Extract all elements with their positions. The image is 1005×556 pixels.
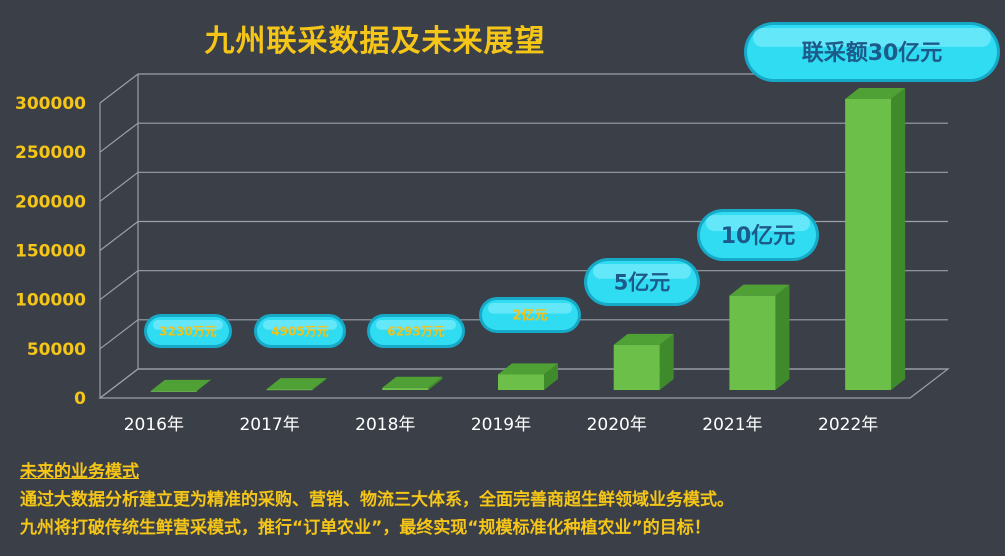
bar-side <box>428 376 443 390</box>
bar-side <box>544 363 558 390</box>
y-tick-label: 300000 <box>15 94 86 114</box>
side-wall-line <box>99 73 139 104</box>
bar <box>729 295 776 390</box>
bar <box>498 374 544 390</box>
x-tick-label: 2022年 <box>818 415 878 435</box>
side-wall-line <box>99 319 139 350</box>
callout-label: 2亿元 <box>512 308 547 324</box>
y-tick-label: 200000 <box>15 192 86 212</box>
bar-side <box>891 88 906 390</box>
callout-label: 3230万元 <box>159 324 216 338</box>
bar-top <box>498 363 558 375</box>
bar <box>150 390 197 392</box>
bar-side <box>659 333 674 390</box>
callout-label: 6293万元 <box>387 324 444 338</box>
callout-shine <box>488 303 572 314</box>
x-tick-label: 2016年 <box>124 415 184 435</box>
side-wall-line <box>99 122 139 153</box>
bar <box>845 99 892 390</box>
bar <box>613 344 660 390</box>
side-wall-line <box>99 270 139 301</box>
chart-floor <box>98 368 950 399</box>
x-tick-label: 2019年 <box>471 415 531 435</box>
callout-shine <box>753 28 991 47</box>
bar-chart: 0 50000 100000 150000 200000 250000 300000 2016… <box>15 22 1000 435</box>
x-tick-label: 2017年 <box>239 415 299 435</box>
bar-top <box>382 376 443 388</box>
callout-label: 4905万元 <box>271 324 328 338</box>
x-tick-label: 2020年 <box>587 415 647 435</box>
y-tick-label: 250000 <box>15 143 86 163</box>
x-tick-label: 2021年 <box>702 415 762 435</box>
notes-line-2: 九州将打破传统生鲜营采模式，推行“订单农业”，最终实现“规模标准化种植农业”的目… <box>20 518 711 538</box>
bar-top <box>613 333 674 345</box>
y-tick-label: 0 <box>74 389 86 409</box>
side-wall-line <box>99 171 139 202</box>
y-tick-label: 100000 <box>15 291 86 311</box>
bar <box>266 389 313 391</box>
bar-side <box>312 378 327 390</box>
notes-heading: 未来的业务模式 <box>20 462 139 482</box>
bar-top <box>729 284 790 296</box>
callout-label: 5亿元 <box>614 271 671 295</box>
callout-shine <box>376 320 456 330</box>
callout-shine <box>706 215 810 232</box>
callout-label: 10亿元 <box>721 224 796 249</box>
bar-side <box>775 284 790 390</box>
notes-section: 未来的业务模式 通过大数据分析建立更为精准的采购、营销、物流三大体系，全面完善商… <box>20 458 995 542</box>
callout-shine <box>153 320 223 330</box>
x-tick-label: 2018年 <box>355 415 415 435</box>
notes-line-1: 通过大数据分析建立更为精准的采购、营销、物流三大体系，全面完善商超生鲜领域业务模… <box>20 490 734 510</box>
bar <box>382 387 429 390</box>
y-tick-label: 50000 <box>27 340 86 360</box>
bar-top <box>845 88 906 99</box>
callout-label: 联采额30亿元 <box>802 41 943 66</box>
chart-title: 九州联采数据及未来展望 <box>204 24 546 59</box>
bar-top <box>266 378 327 390</box>
y-tick-label: 150000 <box>15 242 86 262</box>
callout-shine <box>263 320 337 330</box>
side-wall-line <box>99 221 139 251</box>
bar-top <box>150 379 211 391</box>
callout-shine <box>593 264 691 279</box>
